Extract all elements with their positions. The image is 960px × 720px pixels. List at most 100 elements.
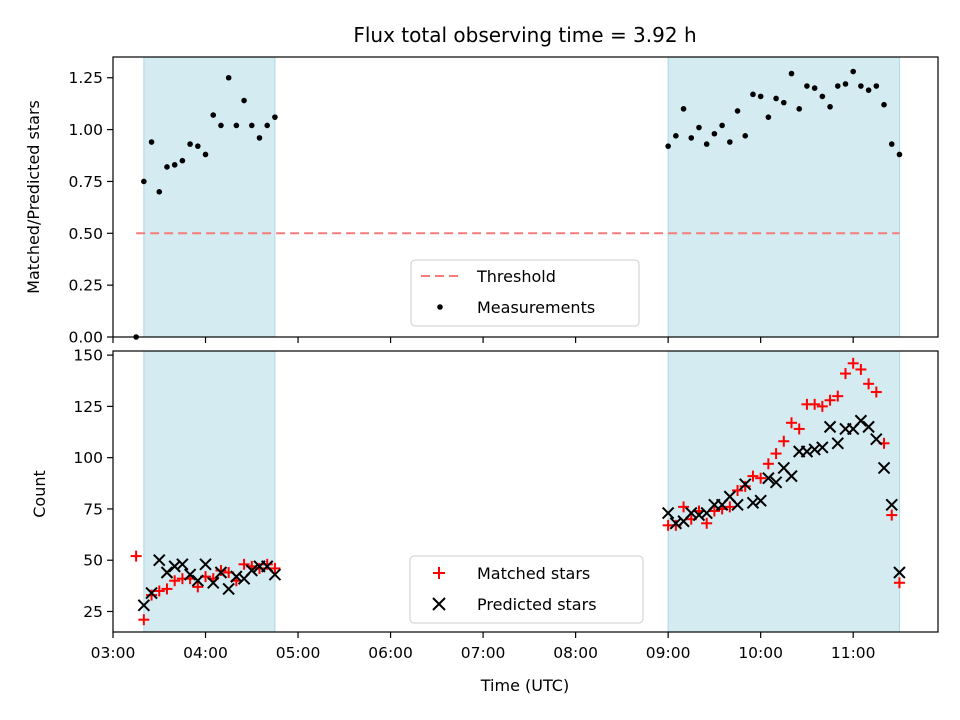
measurement-point <box>773 95 779 102</box>
measurement-point <box>750 91 756 98</box>
measurement-point <box>858 83 864 89</box>
bottom-y-axis-label: Count <box>30 470 49 518</box>
x-tick-label: 08:00 <box>553 644 598 662</box>
measurement-point <box>888 141 895 147</box>
y-tick-label: 75 <box>83 500 103 518</box>
predicted-star-point <box>137 599 151 612</box>
matched-star-point <box>678 501 690 513</box>
measurement-point <box>195 143 201 149</box>
bottom-axes-frame <box>112 350 939 633</box>
matched-star-point <box>138 614 150 626</box>
bottom-panel: 25 50 75 100 125 150 03:00 04:00 05:00 06:00 07:0… <box>30 347 939 695</box>
y-tick-label: 1.00 <box>68 121 103 139</box>
top-y-axis-label: Matched/Predicted stars <box>24 100 43 294</box>
matched-star-point <box>816 400 828 412</box>
measurement-point <box>850 68 856 75</box>
legend-matched-label: Matched stars <box>477 564 590 583</box>
predicted-star-point <box>183 568 197 581</box>
matched-star-point <box>701 517 713 529</box>
measurement-point <box>788 70 795 77</box>
matched-star-point <box>153 585 165 597</box>
measurement-point <box>673 133 679 139</box>
predicted-star-point <box>739 478 752 491</box>
top-x-ticks <box>112 337 854 343</box>
legend-threshold-label: Threshold <box>476 267 556 286</box>
measurement-point <box>780 99 787 106</box>
shaded-interval <box>667 56 900 338</box>
y-tick-label: 125 <box>73 398 103 416</box>
measurement-point <box>865 87 872 93</box>
top-legend-box <box>410 259 640 327</box>
shaded-interval <box>667 350 900 633</box>
measurement-point <box>241 97 247 104</box>
predicted-star-point <box>731 498 744 512</box>
measurement-point <box>680 106 687 112</box>
predicted-star-point <box>893 566 906 579</box>
top-y-ticks: 0.00 0.25 0.50 0.75 1.00 1.25 <box>68 69 113 347</box>
predicted-star-point <box>785 469 798 483</box>
matched-star-point <box>169 575 181 587</box>
matched-star-point <box>739 480 751 492</box>
bottom-y-ticks: 25 50 75 100 125 150 <box>73 347 113 621</box>
matched-star-point <box>732 484 744 496</box>
predicted-star-point <box>669 517 683 530</box>
matched-star-point <box>809 398 821 410</box>
matched-star-point <box>839 368 851 380</box>
predicted-star-point <box>160 566 174 579</box>
predicted-legend-swatch <box>432 597 446 611</box>
measurement-point <box>202 151 209 158</box>
y-tick-label: 50 <box>83 552 103 570</box>
x-tick-label: 05:00 <box>276 644 321 662</box>
matched-star-point <box>192 581 204 593</box>
measurement-point <box>811 85 818 91</box>
predicted-star-point <box>808 443 821 456</box>
measurement-point <box>757 93 764 100</box>
matched-star-point <box>770 448 782 460</box>
matched-stars-series <box>130 357 905 626</box>
x-tick-label: 11:00 <box>831 644 876 662</box>
predicted-star-point <box>245 564 258 577</box>
measurement-point <box>796 106 803 112</box>
predicted-star-point <box>870 432 883 446</box>
predicted-star-point <box>885 498 898 512</box>
top-axes-frame <box>112 56 939 338</box>
predicted-star-point <box>153 554 166 567</box>
measurement-point <box>665 143 671 149</box>
measurement-point <box>688 135 695 141</box>
matched-star-point <box>724 501 736 513</box>
measurement-point <box>164 164 170 170</box>
measurement-point <box>842 81 849 87</box>
measurement-point <box>210 112 217 118</box>
measurement-point <box>248 122 255 129</box>
measurement-point <box>225 74 232 81</box>
predicted-stars-series <box>137 414 906 612</box>
measurement-point <box>804 83 810 89</box>
matched-star-point <box>253 562 265 574</box>
predicted-star-point <box>816 441 829 454</box>
matched-star-point <box>886 509 898 521</box>
predicted-star-point <box>762 471 775 485</box>
y-tick-label: 0.25 <box>68 277 103 295</box>
matched-star-point <box>261 558 273 570</box>
measurement-point <box>719 122 725 129</box>
predicted-star-point <box>199 558 212 571</box>
matched-star-point <box>146 589 158 601</box>
matched-star-point <box>832 390 844 402</box>
measurement-point <box>272 114 278 120</box>
matched-star-point <box>863 378 875 390</box>
measurement-point <box>148 139 155 145</box>
matched-star-point <box>747 470 759 482</box>
predicted-star-point <box>191 574 205 587</box>
matched-star-point <box>269 562 281 574</box>
x-tick-label: 06:00 <box>368 644 413 662</box>
y-tick-label: 150 <box>73 347 103 365</box>
predicted-star-point <box>862 420 875 434</box>
predicted-star-point <box>692 508 706 522</box>
matched-star-point <box>778 435 790 447</box>
matched-star-point <box>893 577 905 589</box>
measurement-point <box>742 133 749 139</box>
y-tick-label: 0.50 <box>68 225 103 243</box>
bottom-shaded-intervals <box>143 350 900 633</box>
measurement-point <box>141 178 147 185</box>
measurement-point <box>264 122 271 129</box>
